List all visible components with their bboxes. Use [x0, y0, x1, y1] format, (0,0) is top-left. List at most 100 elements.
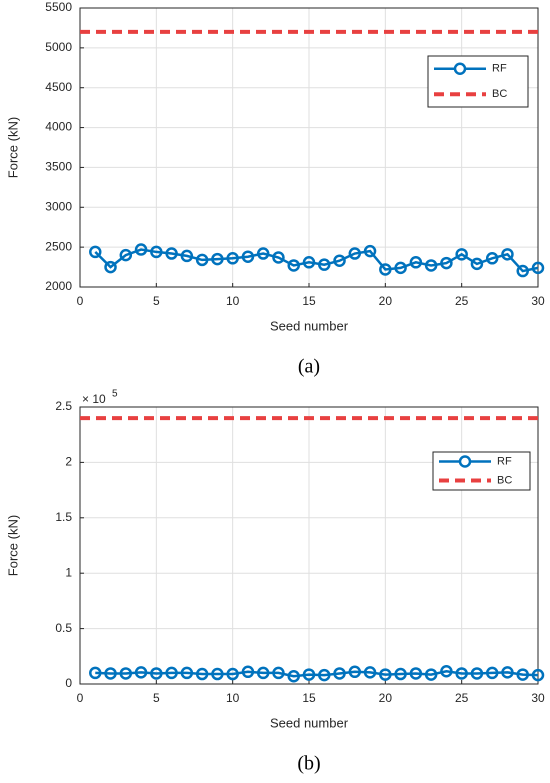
y-tick-label: 0.5: [55, 621, 72, 635]
marker: [501, 666, 514, 679]
legend-box: [432, 451, 531, 491]
series-line: [95, 669, 539, 678]
x-tick-label: 5: [153, 294, 160, 308]
y-tick-label: 2000: [45, 279, 72, 293]
marker: [363, 244, 377, 258]
marker: [440, 256, 453, 270]
marker: [134, 666, 148, 679]
y-axis-label: Force (kN): [5, 117, 20, 178]
marker: [89, 666, 102, 680]
marker: [455, 667, 468, 680]
marker: [424, 259, 438, 272]
y-exponent-base: × 10: [82, 392, 106, 406]
legend-label: RF: [497, 455, 512, 467]
marker: [318, 258, 331, 271]
marker: [119, 248, 133, 262]
marker: [409, 667, 423, 680]
marker: [333, 254, 346, 267]
marker: [180, 249, 194, 263]
y-tick-label: 1: [65, 565, 72, 579]
marker: [241, 250, 255, 263]
legend-marker: [458, 455, 472, 468]
marker: [272, 251, 285, 264]
marker: [363, 666, 377, 679]
y-tick-label: 0: [65, 676, 72, 690]
marker: [531, 261, 545, 275]
marker: [333, 667, 346, 680]
marker: [409, 256, 423, 269]
x-tick-label: 10: [226, 294, 240, 308]
legend-box: [427, 55, 529, 108]
marker: [226, 252, 239, 265]
y-tick-label: 5500: [45, 0, 72, 14]
marker: [104, 667, 117, 680]
marker: [89, 245, 102, 259]
marker: [394, 261, 407, 275]
marker: [241, 665, 255, 679]
y-tick-label: 3500: [45, 160, 72, 174]
y-exponent-power: 5: [112, 389, 118, 400]
marker: [516, 264, 529, 278]
y-tick-label: 2.5: [55, 399, 72, 413]
marker: [302, 256, 316, 269]
marker: [379, 668, 392, 681]
x-tick-label: 20: [379, 691, 393, 705]
y-tick-label: 2500: [45, 239, 72, 253]
x-tick-label: 0: [77, 294, 84, 308]
marker: [379, 263, 392, 276]
marker: [150, 667, 163, 680]
y-tick-label: 2: [65, 455, 72, 469]
x-tick-label: 5: [153, 691, 160, 705]
marker: [211, 667, 224, 681]
marker: [165, 666, 178, 680]
marker: [348, 665, 362, 679]
legend-marker: [453, 62, 467, 75]
x-tick-label: 30: [531, 294, 545, 308]
marker: [531, 668, 545, 682]
marker: [455, 248, 468, 261]
x-axis-label: Seed number: [270, 318, 349, 333]
marker: [150, 245, 163, 259]
marker: [272, 666, 285, 680]
x-tick-label: 0: [77, 691, 84, 705]
axes-box: [79, 406, 539, 685]
x-tick-label: 15: [302, 691, 316, 705]
marker: [195, 253, 209, 267]
axes-box: [79, 7, 539, 288]
marker: [134, 243, 148, 256]
caption: (b): [297, 753, 320, 775]
marker: [424, 668, 438, 681]
marker: [501, 248, 514, 261]
marker: [485, 666, 499, 680]
marker: [318, 668, 331, 682]
y-tick-label: 4000: [45, 120, 72, 134]
marker: [348, 247, 362, 260]
marker: [195, 667, 209, 681]
marker: [287, 259, 300, 272]
marker: [302, 668, 316, 681]
marker: [226, 667, 239, 681]
x-axis-label: Seed number: [270, 715, 349, 730]
y-axis-label: Force (kN): [5, 515, 20, 576]
caption: (a): [298, 356, 320, 378]
marker: [104, 260, 117, 274]
y-tick-label: 4500: [45, 80, 72, 94]
marker: [165, 247, 178, 260]
y-tick-label: 5000: [45, 40, 72, 54]
marker: [180, 666, 194, 680]
x-tick-label: 25: [455, 294, 469, 308]
marker: [256, 666, 270, 680]
series-line: [94, 248, 539, 273]
marker: [470, 667, 484, 680]
legend-label: RF: [492, 63, 507, 75]
y-tick-label: 3000: [45, 199, 72, 213]
marker: [485, 252, 499, 265]
x-tick-label: 10: [226, 691, 240, 705]
marker: [211, 252, 224, 266]
marker: [516, 668, 529, 681]
legend-label: BC: [492, 88, 507, 100]
legend-label: BC: [497, 474, 512, 486]
marker: [394, 667, 407, 681]
marker: [287, 669, 300, 683]
